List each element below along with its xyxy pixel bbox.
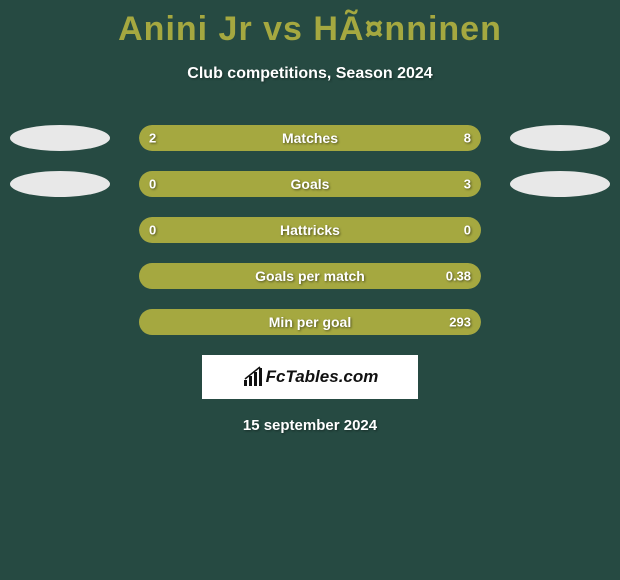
bar-chart-icon xyxy=(242,366,264,388)
bar-label: Hattricks xyxy=(280,222,340,238)
bar-label: Goals xyxy=(291,176,330,192)
page-title: Anini Jr vs HÃ¤nninen xyxy=(0,0,620,49)
player-left-ellipse xyxy=(10,125,110,151)
bar-track: Goals per match 0.38 xyxy=(139,263,481,289)
bar-value-left: 2 xyxy=(149,131,156,146)
stats-container: 2 Matches 8 0 Goals 3 0 Hattricks 0 Goals per mat… xyxy=(0,125,620,335)
bar-track: 0 Goals 3 xyxy=(139,171,481,197)
player-right-ellipse xyxy=(510,125,610,151)
subtitle: Club competitions, Season 2024 xyxy=(0,65,620,83)
stat-row: 0 Goals 3 xyxy=(0,171,620,197)
bar-track: Min per goal 293 xyxy=(139,309,481,335)
player-left-ellipse xyxy=(10,171,110,197)
bar-value-right: 0.38 xyxy=(446,269,471,284)
bar-track: 2 Matches 8 xyxy=(139,125,481,151)
stat-row: Goals per match 0.38 xyxy=(0,263,620,289)
logo-box: FcTables.com xyxy=(202,355,418,399)
bar-track: 0 Hattricks 0 xyxy=(139,217,481,243)
bar-value-left: 0 xyxy=(149,223,156,238)
bar-value-right: 0 xyxy=(464,223,471,238)
player-right-ellipse xyxy=(510,171,610,197)
date-text: 15 september 2024 xyxy=(0,417,620,434)
bar-fill-right xyxy=(207,125,481,151)
logo-text: FcTables.com xyxy=(266,367,379,387)
bar-label: Goals per match xyxy=(255,268,365,284)
bar-label: Matches xyxy=(282,130,338,146)
bar-value-right: 293 xyxy=(449,315,471,330)
stat-row: 0 Hattricks 0 xyxy=(0,217,620,243)
stat-row: Min per goal 293 xyxy=(0,309,620,335)
bar-value-right: 3 xyxy=(464,177,471,192)
bar-value-left: 0 xyxy=(149,177,156,192)
bar-label: Min per goal xyxy=(269,314,351,330)
bar-value-right: 8 xyxy=(464,131,471,146)
stat-row: 2 Matches 8 xyxy=(0,125,620,151)
